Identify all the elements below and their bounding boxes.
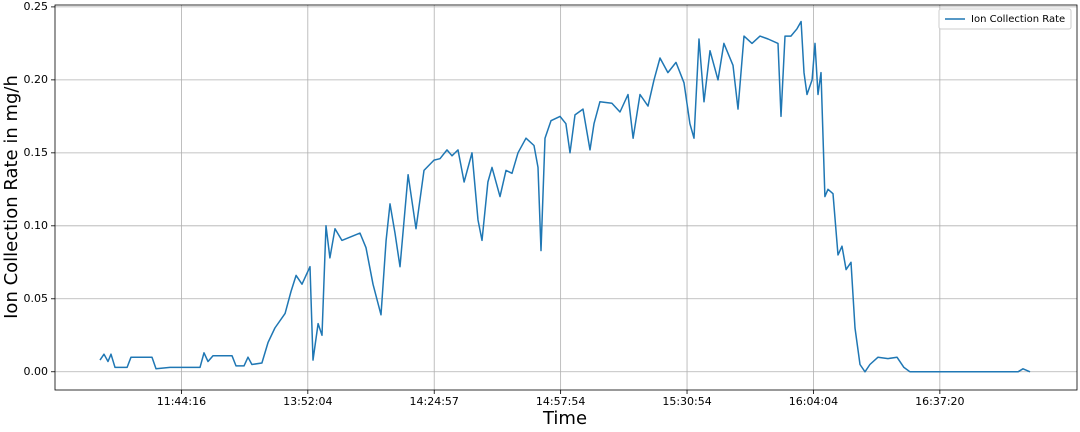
y-tick-label: 0.05 [24, 292, 49, 305]
x-tick-label: 11:44:16 [157, 395, 206, 408]
y-axis-label: Ion Collection Rate in mg/h [1, 75, 22, 319]
legend-label: Ion Collection Rate [971, 14, 1065, 25]
x-tick-label: 14:57:54 [536, 395, 585, 408]
x-tick-label: 16:04:04 [789, 395, 838, 408]
y-tick-label: 0.10 [24, 219, 49, 232]
x-tick-label: 16:37:20 [915, 395, 964, 408]
data-line [99, 20, 1031, 373]
plot-frame [54, 4, 1078, 391]
y-tick-label: 0.25 [24, 0, 49, 13]
x-tick-label: 14:24:57 [410, 395, 459, 408]
y-tick-label: 0.15 [24, 146, 49, 159]
x-tick-label: 13:52:04 [283, 395, 332, 408]
x-tick-label: 15:30:54 [662, 395, 711, 408]
x-axis-label: Time [542, 408, 587, 429]
legend-box [938, 8, 1072, 30]
y-tick-label: 0.20 [24, 73, 49, 86]
y-tick-label: 0.00 [24, 365, 49, 378]
